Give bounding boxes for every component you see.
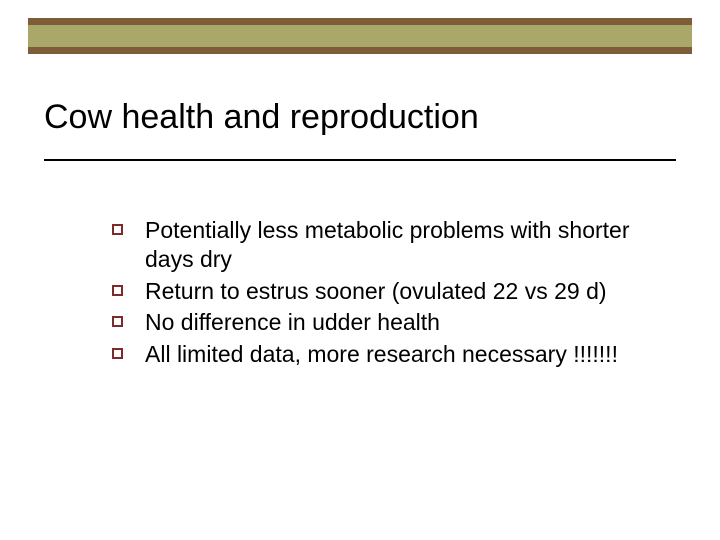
bullet-text: No difference in udder health: [145, 308, 660, 337]
bullet-text: Potentially less metabolic problems with…: [145, 216, 660, 275]
band-stripe-2: [28, 47, 692, 54]
bullet-text: Return to estrus sooner (ovulated 22 vs …: [145, 277, 660, 306]
bullet-marker-icon: [112, 224, 123, 235]
bullet-text: All limited data, more research necessar…: [145, 340, 660, 369]
slide-title: Cow health and reproduction: [44, 98, 676, 153]
title-underline: [44, 159, 676, 161]
bullet-marker-icon: [112, 348, 123, 359]
bullet-marker-icon: [112, 316, 123, 327]
bullet-marker-icon: [112, 285, 123, 296]
bullet-item: No difference in udder health: [112, 308, 660, 337]
band-stripe-1: [28, 25, 692, 47]
bullet-list: Potentially less metabolic problems with…: [112, 216, 660, 371]
bullet-item: Potentially less metabolic problems with…: [112, 216, 660, 275]
bullet-item: All limited data, more research necessar…: [112, 340, 660, 369]
slide: Cow health and reproduction Potentially …: [0, 0, 720, 540]
band-stripe-0: [28, 18, 692, 25]
bullet-item: Return to estrus sooner (ovulated 22 vs …: [112, 277, 660, 306]
decorative-band: [28, 18, 692, 54]
title-block: Cow health and reproduction: [44, 98, 676, 161]
